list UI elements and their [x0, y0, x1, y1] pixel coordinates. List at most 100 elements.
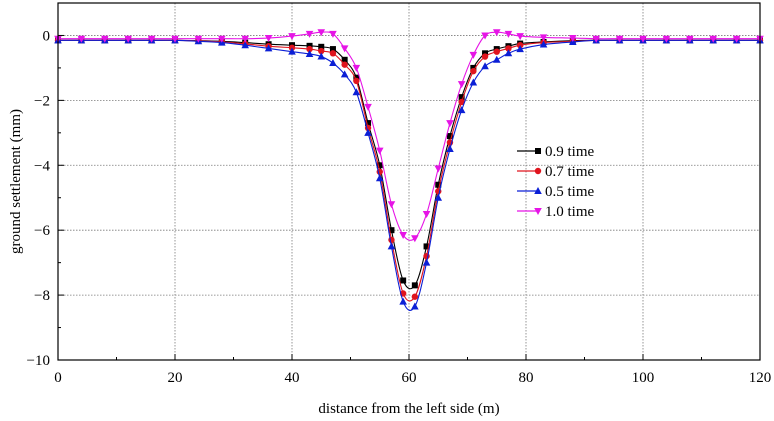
legend-marker: [534, 187, 542, 194]
data-point: [341, 61, 348, 68]
series-layer: [54, 29, 764, 311]
data-point: [353, 74, 360, 81]
y-axis-title: ground settlement (mm): [8, 109, 24, 254]
data-point: [446, 133, 453, 140]
data-point: [411, 235, 419, 243]
series-1-0-time: [54, 29, 764, 243]
data-point: [340, 70, 349, 78]
data-point: [241, 41, 249, 49]
data-point: [411, 293, 419, 300]
data-point: [592, 35, 600, 43]
data-point: [352, 64, 361, 72]
data-point: [504, 49, 513, 57]
series-0-5-time: [54, 36, 764, 311]
x-tick-label: 40: [285, 370, 300, 386]
x-tick-label: 20: [168, 370, 183, 386]
data-point: [686, 35, 694, 43]
series-line: [57, 31, 760, 241]
data-point: [481, 32, 489, 40]
series-line: [58, 39, 760, 290]
data-point: [423, 243, 430, 250]
series-line: [58, 39, 760, 311]
data-point: [317, 29, 326, 37]
data-point: [353, 77, 360, 85]
y-tick-label: 0: [43, 28, 51, 44]
data-point: [470, 67, 477, 75]
legend-label: 0.5 time: [545, 184, 595, 200]
legend: 0.9 time 0.7 time 0.5 time 1.0 time: [517, 144, 595, 220]
data-point: [469, 78, 478, 86]
data-point: [434, 165, 443, 173]
data-point: [458, 94, 465, 101]
data-point: [516, 33, 524, 41]
data-point: [569, 35, 577, 43]
data-point: [399, 297, 407, 305]
data-point: [306, 42, 313, 49]
data-point: [305, 30, 314, 38]
data-point: [615, 35, 624, 43]
data-point: [387, 242, 396, 250]
y-tick-label: −8: [34, 288, 50, 304]
data-point: [329, 46, 336, 53]
x-tick-label: 120: [749, 370, 772, 386]
data-point: [457, 81, 466, 89]
y-tick-label: −4: [34, 158, 50, 174]
data-point: [422, 258, 431, 266]
legend-label: 0.7 time: [545, 164, 595, 180]
data-point: [329, 50, 337, 57]
data-point: [446, 145, 454, 153]
data-point: [400, 277, 407, 284]
x-tick-label: 100: [632, 370, 655, 386]
legend-label: 0.9 time: [545, 144, 595, 160]
data-point: [329, 30, 337, 38]
data-point: [539, 40, 548, 48]
data-point: [434, 193, 443, 201]
legend-item: 0.9 time: [517, 144, 595, 160]
data-point: [318, 43, 325, 50]
data-point: [305, 49, 314, 57]
data-point: [446, 120, 454, 128]
legend-label: 1.0 time: [545, 204, 595, 220]
data-point: [194, 35, 203, 43]
data-point: [435, 181, 442, 188]
data-point: [376, 162, 383, 169]
data-point: [639, 35, 647, 43]
data-point: [375, 147, 384, 155]
data-point: [318, 47, 325, 55]
x-axis-title: distance from the left side (m): [318, 401, 499, 417]
x-tick-label: 80: [519, 370, 534, 386]
x-tick-label: 0: [54, 370, 62, 386]
data-point: [352, 88, 361, 96]
data-point: [709, 35, 717, 43]
data-point: [470, 64, 477, 71]
data-point: [481, 62, 489, 70]
data-point: [481, 53, 489, 60]
data-point: [306, 45, 313, 53]
data-point: [218, 35, 226, 43]
data-point: [171, 35, 179, 43]
data-point: [101, 35, 109, 43]
data-point: [317, 52, 326, 60]
data-point: [387, 201, 396, 209]
data-point: [365, 120, 372, 127]
data-point: [264, 35, 273, 43]
legend-marker: [534, 208, 542, 215]
data-point: [340, 45, 349, 53]
data-point: [411, 282, 418, 289]
data-point: [364, 103, 372, 111]
data-point: [492, 29, 501, 37]
x-tick-label: 60: [402, 370, 417, 386]
data-point: [422, 210, 431, 218]
data-point: [458, 98, 465, 106]
legend-item: 0.7 time: [517, 164, 595, 180]
legend-marker: [534, 167, 542, 175]
data-point: [288, 33, 296, 41]
data-point: [124, 35, 132, 43]
data-point: [516, 45, 524, 53]
data-point: [662, 35, 671, 43]
data-point: [411, 302, 419, 310]
data-point: [482, 50, 489, 57]
data-point: [492, 55, 501, 63]
